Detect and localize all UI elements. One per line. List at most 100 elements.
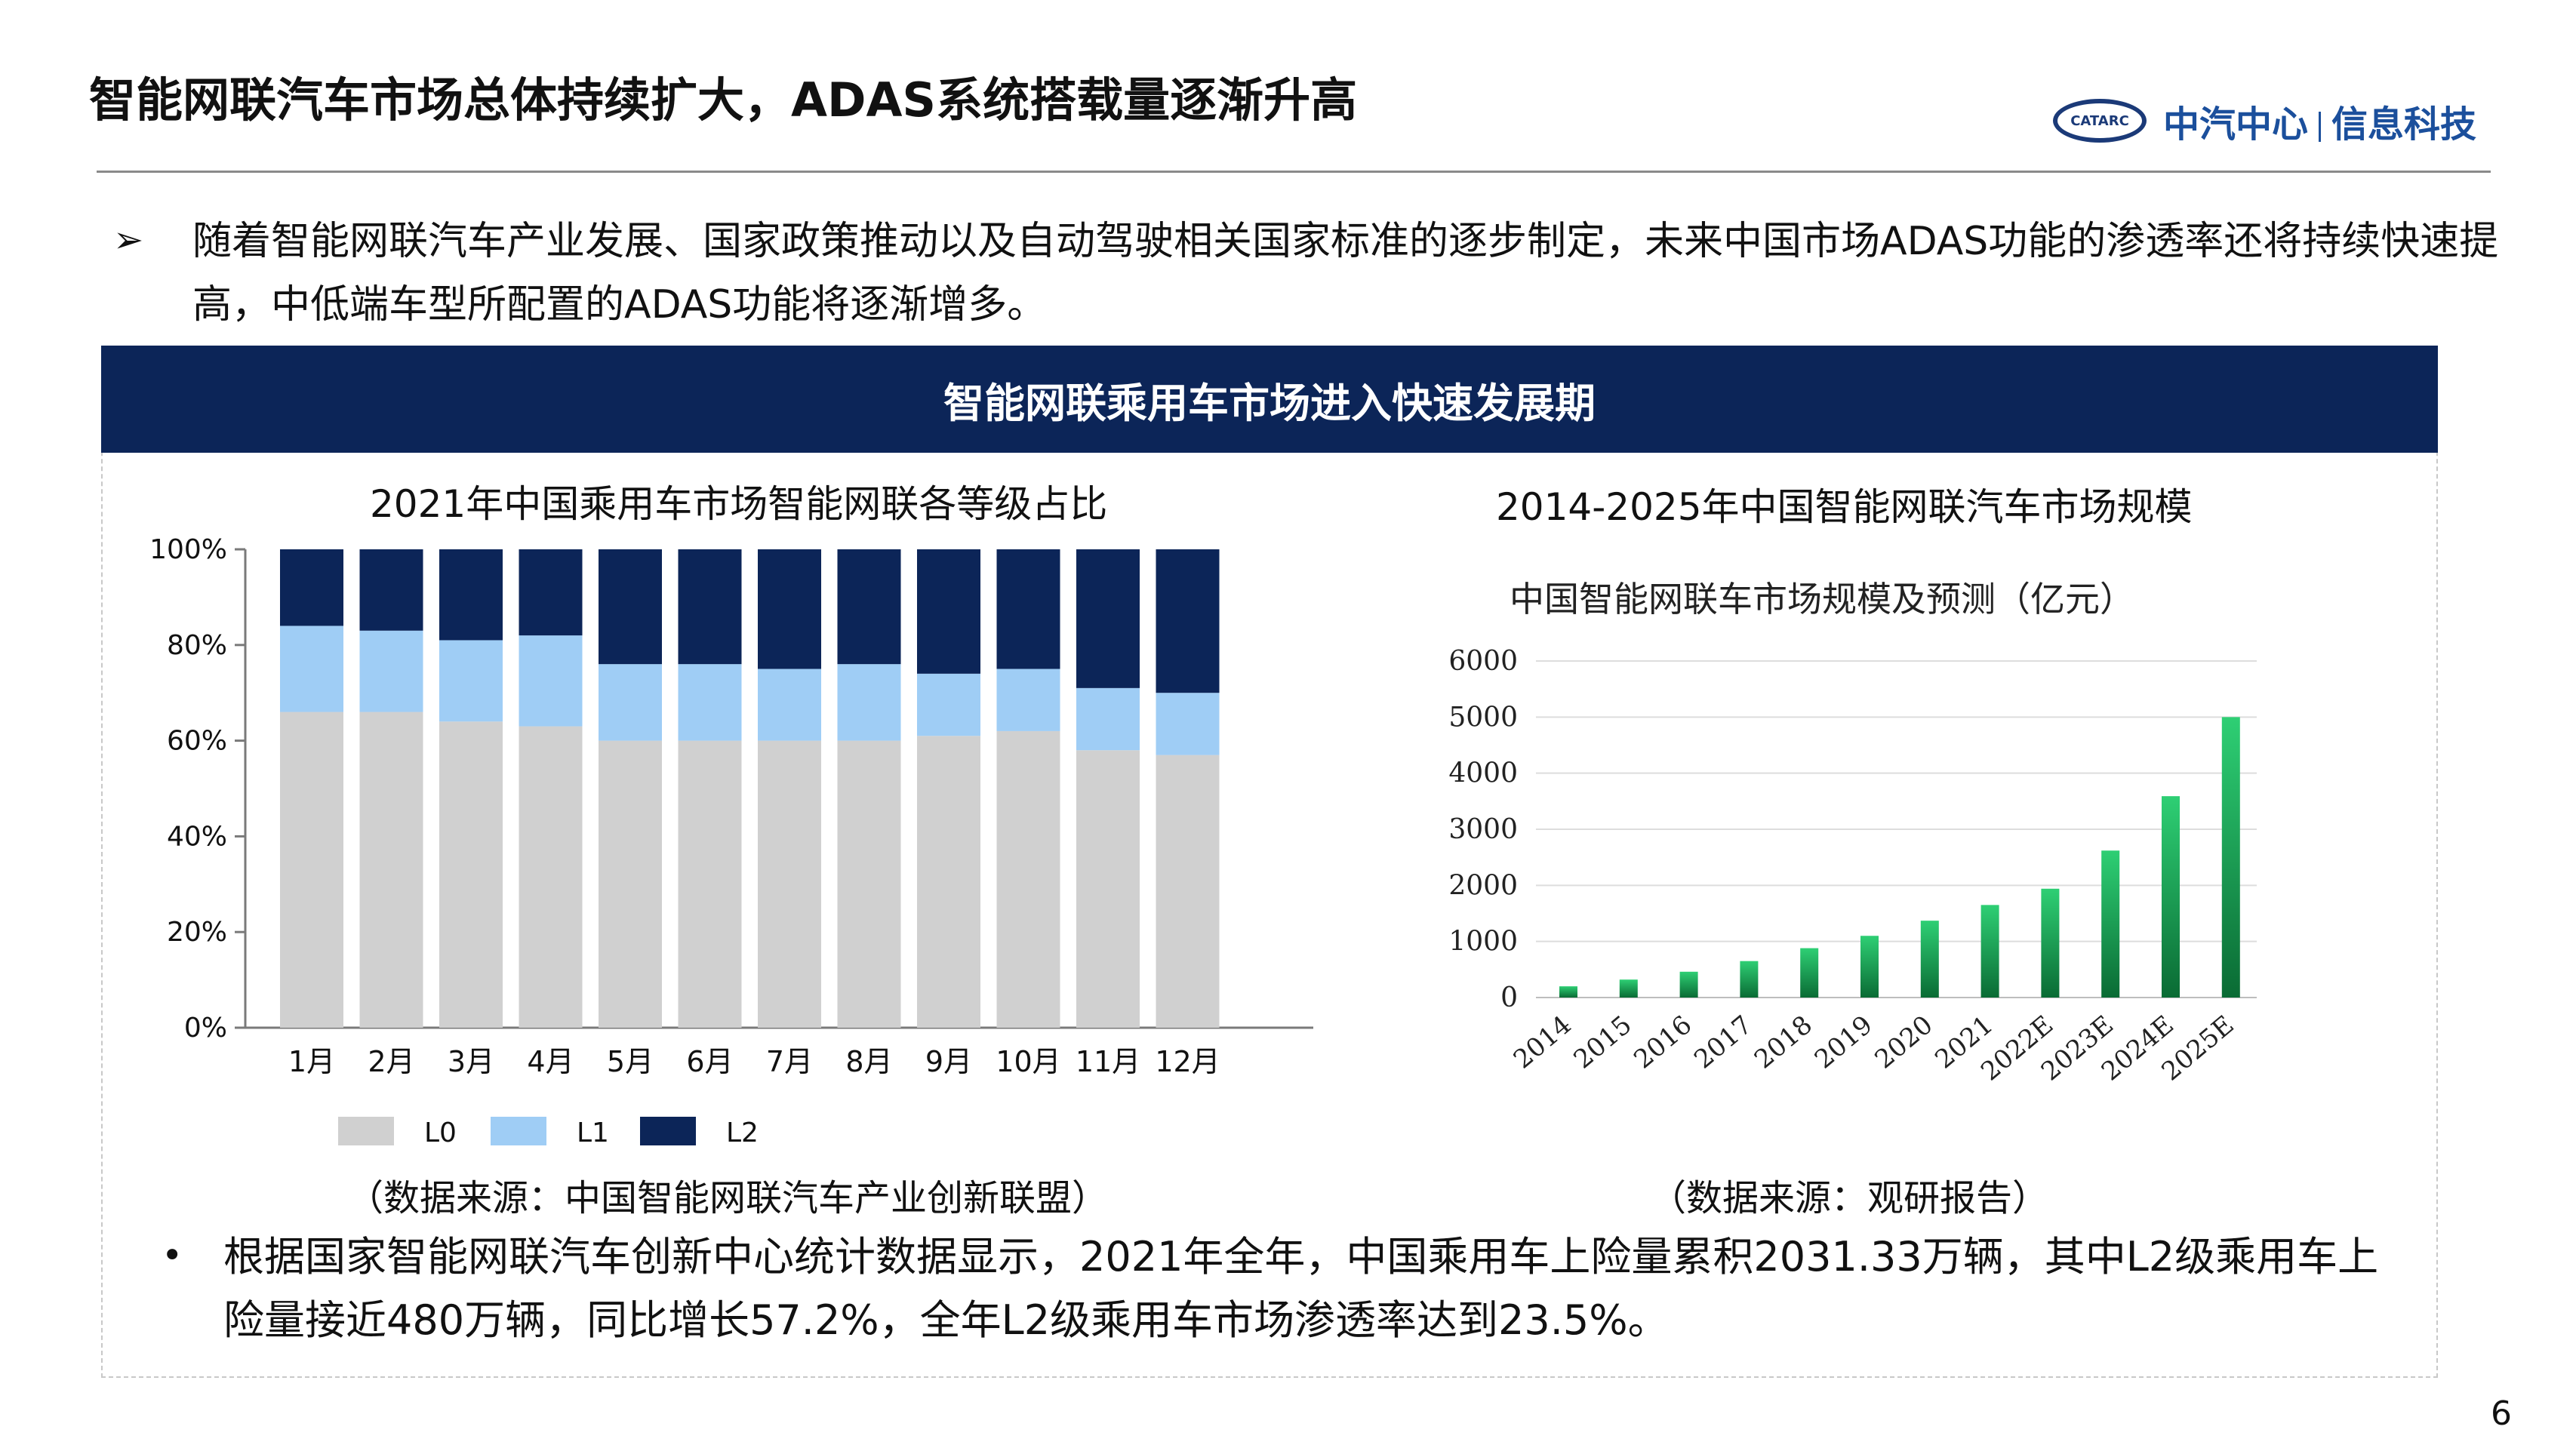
chart1-bar-l1 — [280, 626, 343, 712]
chart2-subtitle: 中国智能网联车市场规模及预测（亿元） — [1510, 579, 2134, 619]
chart1-x-tick-label: 6月 — [686, 1045, 733, 1078]
chart1-x-tick-label: 3月 — [448, 1045, 494, 1078]
chart2-y-tick-label: 1000 — [1448, 927, 1518, 958]
chart2-bar — [2101, 850, 2120, 998]
dot-bullet-icon: • — [162, 1234, 183, 1277]
chart2-bar — [1679, 971, 1698, 998]
intro-paragraph: 随着智能网联汽车产业发展、国家政策推动以及自动驾驶相关国家标准的逐步制定，未来中… — [192, 219, 2499, 327]
chart1-x-tick-label: 8月 — [845, 1045, 892, 1078]
chart1-bar-l2 — [1156, 549, 1220, 693]
chart1-x-tick-label: 5月 — [607, 1045, 654, 1078]
chart2-bar — [1559, 986, 1577, 998]
chart1-bar-l1 — [837, 664, 901, 741]
chart1-y-tick-label: 80% — [167, 630, 227, 661]
chart1-bar-l0 — [1156, 755, 1220, 1028]
catarc-emblem-icon: CATARC — [2053, 99, 2147, 143]
chart1-x-tick-label: 1月 — [288, 1045, 335, 1078]
chart2-x-tick-label: 2016 — [1628, 1010, 1697, 1074]
chart1-legend-swatch — [491, 1117, 546, 1145]
chart1-bar-l0 — [996, 730, 1060, 1028]
chart1-bar-l2 — [837, 549, 901, 665]
chart2-x-tick-label: 2017 — [1688, 1010, 1758, 1074]
chart1-bar-l2 — [678, 549, 742, 665]
catarc-logo: CATARC 中汽中心 信息科技 — [2053, 91, 2476, 151]
chart1-stacked-bar: 0% 20% 40% 60% 80% 100% 1月 2月 3月 4月 5月 6月 7月 8月 9月 10月 1… — [149, 534, 1313, 1148]
chart2-title: 2014-2025年中国智能网联汽车市场规模 — [1496, 485, 2193, 529]
panel-header: 智能网联乘用车市场进入快速发展期 — [101, 346, 2438, 453]
chart1-x-tick-label: 11月 — [1076, 1045, 1140, 1078]
chart1-x-tick-label: 9月 — [925, 1045, 972, 1078]
chart2-bar — [2162, 796, 2180, 998]
page-number: 6 — [2491, 1394, 2512, 1433]
chart2-x-tick-label: 2020 — [1870, 1010, 1939, 1074]
chart1-legend-swatch — [640, 1117, 696, 1145]
chart1-bar-l1 — [1156, 693, 1220, 755]
chart2-x-tick-label: 2015 — [1568, 1010, 1638, 1074]
chart1-bar-l2 — [359, 549, 423, 631]
chart1-bar-l0 — [678, 740, 742, 1028]
chart2-y-tick-label: 4000 — [1448, 758, 1518, 789]
chart1-bar-l0 — [359, 712, 423, 1028]
chart1-bar-l1 — [599, 664, 662, 741]
chart2-bar: 0100020003000400050006000201420152016201… — [1448, 646, 2257, 1087]
chart2-y-tick-label: 6000 — [1448, 646, 1518, 677]
chart1-y-tick-label: 40% — [167, 821, 227, 852]
chart1-bar-l2 — [439, 549, 503, 641]
chart1-bar-l0 — [1076, 750, 1140, 1028]
chart2-x-tick-label: 2019 — [1809, 1010, 1879, 1074]
chart1-bar-l2 — [599, 549, 662, 665]
chart2-bar — [2221, 717, 2240, 998]
chart1-bar-l2 — [996, 549, 1060, 669]
chart1-bar-l0 — [599, 740, 662, 1028]
chart1-bar-l1 — [996, 669, 1060, 731]
chart1-bar-l0 — [519, 726, 583, 1028]
chart1-x-tick-label: 12月 — [1155, 1045, 1220, 1078]
chart1-x-tick-label: 4月 — [527, 1045, 574, 1078]
chart1-bar-l1 — [439, 640, 503, 722]
chart1-bar-l2 — [917, 549, 980, 674]
chart2-bar — [2041, 888, 2060, 998]
chart1-legend-label: L2 — [726, 1118, 759, 1148]
chart1-bar-l0 — [758, 740, 821, 1028]
chart1-y-tick-label: 100% — [149, 534, 227, 565]
chart2-bar — [1920, 921, 1939, 998]
chart1-legend-label: L0 — [424, 1118, 457, 1148]
title-divider — [97, 171, 2491, 173]
chart2-bar — [1619, 979, 1638, 998]
chart1-bar-l2 — [280, 549, 343, 626]
chart1-bar-l2 — [1076, 549, 1140, 688]
logo-text: 中汽中心 信息科技 — [2163, 103, 2477, 146]
chart1-bar-l0 — [439, 721, 503, 1028]
chart2-y-tick-label: 5000 — [1448, 702, 1518, 733]
chart1-bar-l1 — [917, 673, 980, 736]
slide-title: 智能网联汽车市场总体持续扩大，ADAS系统搭载量逐渐升高 — [89, 72, 1358, 128]
chart2-source: （数据来源：观研报告） — [1650, 1177, 2049, 1219]
chart1-bar-l1 — [678, 664, 742, 741]
chart1-y-tick-label: 60% — [167, 726, 227, 757]
chart1-bar-l1 — [359, 630, 423, 712]
chart2-x-tick-label: 2014 — [1508, 1010, 1577, 1074]
chart2-y-tick-label: 2000 — [1448, 870, 1518, 901]
chart1-bar-l0 — [280, 712, 343, 1028]
chart2-bar — [1980, 905, 1999, 998]
chart2-y-tick-label: 0 — [1500, 982, 1518, 1013]
chart1-bar-l2 — [519, 549, 583, 636]
chart1-bar-l1 — [1076, 687, 1140, 751]
chart1-legend-label: L1 — [577, 1118, 609, 1148]
chart1-x-tick-label: 10月 — [996, 1045, 1060, 1078]
chart2-bar — [1860, 936, 1879, 998]
chart1-title: 2021年中国乘用车市场智能网联各等级占比 — [370, 482, 1108, 526]
chart1-legend-swatch — [338, 1117, 394, 1145]
arrow-bullet-icon: ➢ — [113, 219, 144, 261]
chart1-bar-l1 — [758, 669, 821, 741]
chart1-bar-l1 — [519, 635, 583, 727]
chart1-x-tick-label: 7月 — [766, 1045, 813, 1078]
chart1-bar-l2 — [758, 549, 821, 669]
chart2-x-tick-label: 2018 — [1749, 1010, 1818, 1074]
chart1-bar-l0 — [917, 736, 980, 1028]
chart1-x-tick-label: 2月 — [368, 1045, 414, 1078]
chart1-y-tick-label: 20% — [167, 917, 227, 948]
chart1-y-tick-label: 0% — [184, 1013, 227, 1044]
chart1-source: （数据来源：中国智能网联汽车产业创新联盟） — [347, 1177, 1109, 1219]
chart2-y-tick-label: 3000 — [1448, 814, 1518, 845]
